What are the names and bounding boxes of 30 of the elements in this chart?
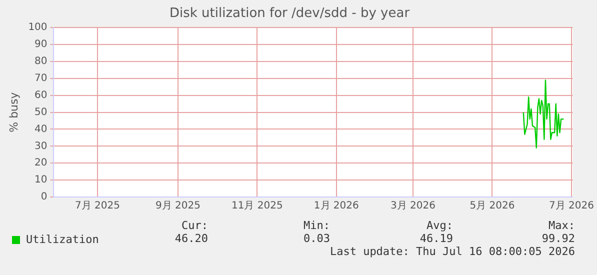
- text: 0.03: [304, 232, 330, 245]
- y-tick-label: 90: [34, 39, 48, 50]
- y-tick-label: 0: [40, 192, 48, 203]
- text: 99.92: [542, 232, 575, 245]
- y-tick-label: 50: [34, 106, 48, 118]
- text: Avg:: [426, 219, 453, 232]
- chart-title: Disk utilization for /dev/sdd - by year: [169, 6, 410, 22]
- x-tick-label: 1月 2026: [314, 200, 359, 212]
- x-tick-label: 3月 2026: [390, 200, 436, 212]
- y-tick-label: 30: [34, 140, 48, 152]
- y-tick-label: 100: [28, 22, 48, 34]
- legend-label: Utilization: [26, 233, 99, 246]
- x-tick-label: 7月 2025: [74, 200, 120, 212]
- y-axis-title: % busy: [7, 92, 20, 132]
- text: 46.19: [420, 232, 453, 245]
- x-tick-label: 9月 2025: [155, 200, 200, 212]
- x-tick-label: 7月 2026: [548, 200, 594, 212]
- text: Min:: [304, 219, 330, 232]
- x-tick-label: 11月 2025: [231, 200, 283, 212]
- y-tick-label: 60: [34, 90, 48, 101]
- text: Cur:: [182, 219, 208, 232]
- y-tick-label: 20: [34, 158, 48, 169]
- x-tick-label: 5月 2026: [470, 200, 515, 212]
- text: Last update: Thu Jul 16 08:00:05 2026: [330, 245, 575, 258]
- y-tick-label: 80: [34, 56, 48, 68]
- y-tick-label: 70: [34, 73, 48, 84]
- y-tick-label: 40: [34, 124, 48, 135]
- text: 46.20: [174, 232, 208, 245]
- y-tick-label: 10: [34, 174, 48, 186]
- text: Max:: [548, 219, 575, 232]
